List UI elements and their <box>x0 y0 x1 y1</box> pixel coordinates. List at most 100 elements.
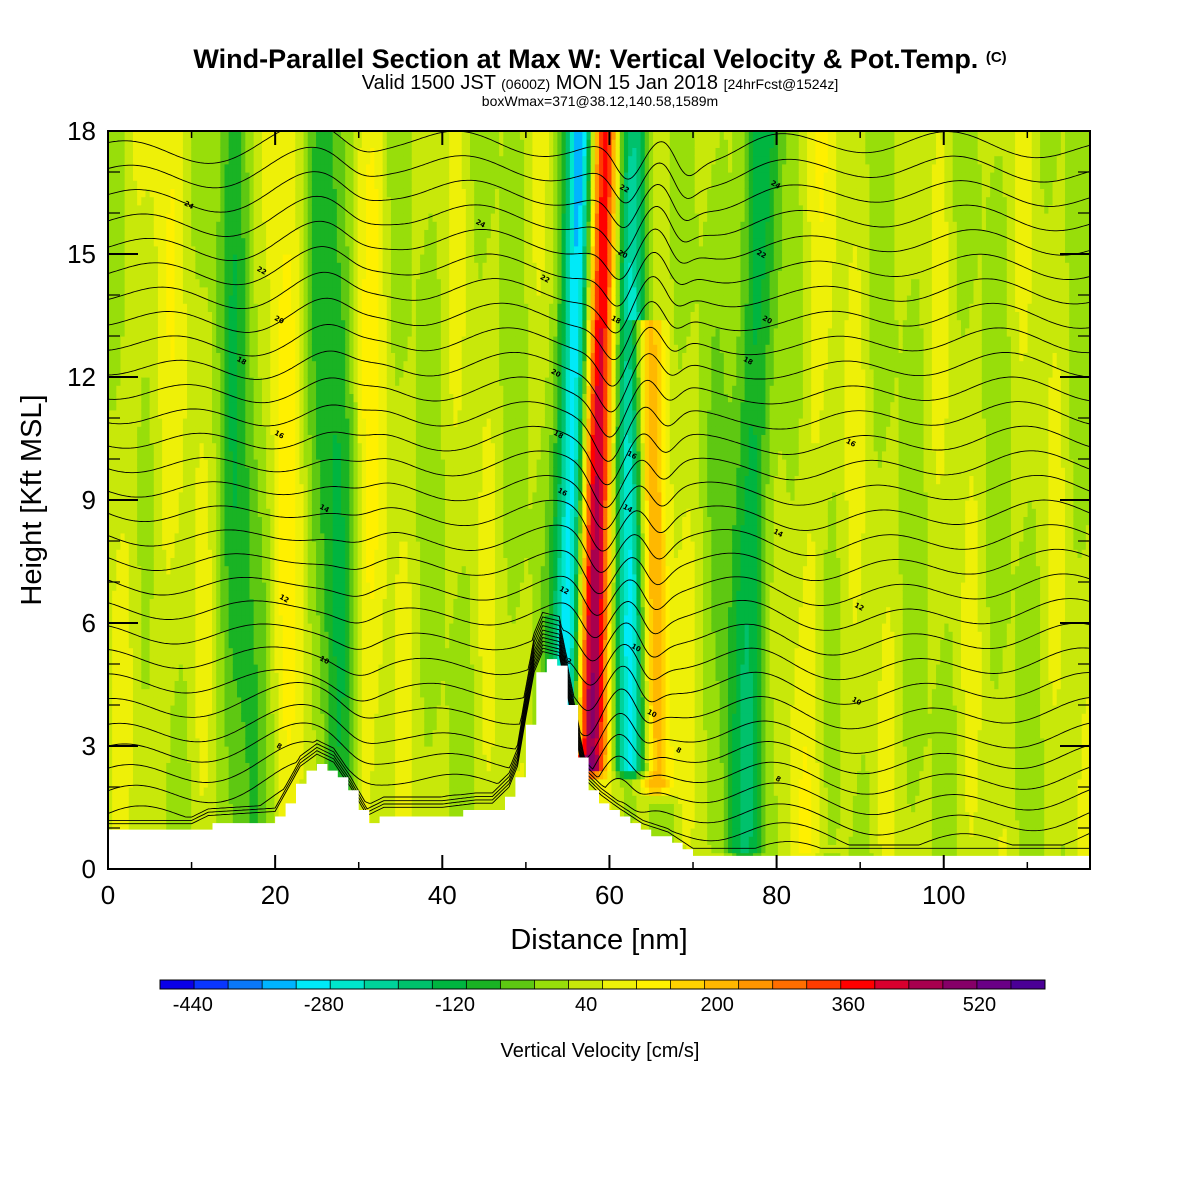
velocity-cell <box>328 491 334 501</box>
velocity-cell <box>191 647 196 657</box>
velocity-cell <box>270 245 276 255</box>
velocity-cell <box>291 573 296 583</box>
velocity-cell <box>253 221 259 230</box>
velocity-cell <box>174 360 180 370</box>
velocity-cell <box>207 680 213 690</box>
velocity-cell <box>311 418 317 427</box>
velocity-cell <box>228 286 234 296</box>
velocity-cell <box>299 500 305 509</box>
velocity-cell <box>120 647 126 657</box>
velocity-cell <box>228 524 234 534</box>
velocity-cell <box>291 696 296 706</box>
velocity-cell <box>170 516 176 526</box>
velocity-cell <box>303 344 309 353</box>
velocity-cell <box>203 172 209 181</box>
velocity-cell <box>182 614 188 624</box>
velocity-cell <box>257 426 263 435</box>
velocity-cell <box>153 729 159 739</box>
velocity-cell <box>141 623 147 632</box>
velocity-cell <box>207 303 213 312</box>
velocity-cell <box>295 491 301 501</box>
velocity-cell <box>236 213 242 222</box>
velocity-cell <box>203 614 209 624</box>
velocity-cell <box>320 655 325 665</box>
velocity-cell <box>212 418 217 427</box>
velocity-cell <box>311 295 317 304</box>
velocity-cell <box>291 467 296 476</box>
velocity-cell <box>112 213 117 222</box>
velocity-cell <box>178 311 184 321</box>
velocity-cell <box>224 770 230 780</box>
velocity-cell <box>278 688 284 698</box>
velocity-cell <box>116 491 122 501</box>
velocity-cell <box>174 541 180 550</box>
velocity-cell <box>108 672 113 681</box>
velocity-cell <box>307 262 313 271</box>
velocity-cell <box>303 672 309 681</box>
velocity-cell <box>299 655 305 665</box>
velocity-cell <box>124 762 130 772</box>
velocity-cell <box>282 737 288 747</box>
velocity-cell <box>261 516 267 526</box>
velocity-cell <box>166 475 172 485</box>
velocity-cell <box>328 131 334 140</box>
velocity-cell <box>199 131 205 140</box>
velocity-cell <box>145 606 151 616</box>
velocity-cell <box>191 377 196 386</box>
velocity-cell <box>316 229 321 239</box>
velocity-cell <box>145 278 151 288</box>
velocity-cell <box>220 524 226 534</box>
velocity-cell <box>299 508 305 517</box>
velocity-cell <box>182 147 188 157</box>
velocity-cell <box>278 491 284 501</box>
velocity-cell <box>274 582 280 591</box>
velocity-cell <box>153 295 159 304</box>
velocity-cell <box>212 737 217 747</box>
velocity-cell <box>216 188 221 198</box>
velocity-cell <box>145 188 151 198</box>
velocity-cell <box>149 262 155 271</box>
velocity-cell <box>178 221 184 230</box>
velocity-cell <box>228 639 234 649</box>
velocity-cell <box>153 221 159 230</box>
velocity-cell <box>145 664 151 673</box>
velocity-cell <box>195 344 201 353</box>
velocity-cell <box>212 245 217 255</box>
velocity-cell <box>128 631 134 640</box>
velocity-cell <box>162 442 167 452</box>
velocity-cell <box>295 778 301 788</box>
velocity-cell <box>266 352 271 362</box>
velocity-cell <box>157 721 163 731</box>
velocity-cell <box>149 270 155 280</box>
velocity-cell <box>187 254 192 263</box>
velocity-cell <box>203 582 209 591</box>
velocity-cell <box>224 163 230 173</box>
velocity-cell <box>220 327 226 337</box>
velocity-cell <box>153 819 159 829</box>
velocity-cell <box>241 508 246 517</box>
velocity-cell <box>282 729 288 739</box>
velocity-cell <box>108 573 113 583</box>
velocity-cell <box>328 368 334 378</box>
velocity-cell <box>145 163 151 173</box>
velocity-cell <box>336 672 342 681</box>
velocity-cell <box>316 163 321 173</box>
velocity-cell <box>166 295 172 304</box>
velocity-cell <box>120 442 126 452</box>
velocity-cell <box>261 737 267 747</box>
velocity-cell <box>203 418 209 427</box>
velocity-cell <box>336 631 342 640</box>
velocity-cell <box>249 213 255 222</box>
velocity-cell <box>191 286 196 296</box>
velocity-cell <box>224 590 230 599</box>
velocity-cell <box>328 467 334 476</box>
velocity-cell <box>332 631 338 640</box>
velocity-cell <box>203 696 209 706</box>
velocity-cell <box>191 541 196 550</box>
velocity-cell <box>157 680 163 690</box>
velocity-cell <box>316 213 321 222</box>
velocity-cell <box>257 360 263 370</box>
velocity-cell <box>216 672 221 681</box>
velocity-cell <box>336 754 342 763</box>
velocity-cell <box>324 549 330 558</box>
